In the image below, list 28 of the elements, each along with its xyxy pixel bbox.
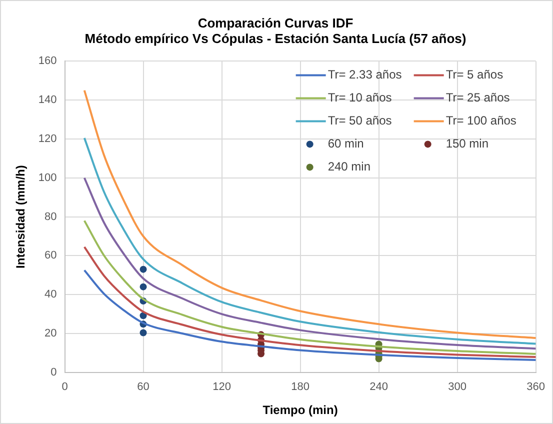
y-tick-label: 0 <box>50 366 57 378</box>
chart-title: Comparación Curvas IDF Método empírico Vs Cópulas - Estación Santa Lucía (57 años) <box>84 15 466 46</box>
legend-label: 240 min <box>328 160 371 174</box>
y-tick-label: 60 <box>44 250 57 262</box>
x-tick-label: 300 <box>448 381 466 394</box>
y-tick-label: 120 <box>38 133 57 146</box>
x-tick-label: 60 <box>137 381 150 394</box>
x-tick-label: 240 <box>370 381 388 394</box>
x-axis-title: Tiempo (min) <box>262 403 338 418</box>
y-tick-label: 40 <box>44 288 57 301</box>
legend-label: Tr= 2.33 años <box>328 68 402 82</box>
legend-label: 150 min <box>446 136 489 151</box>
y-axis-title: Intensidad (mm/h) <box>14 165 28 268</box>
x-tick-label: 120 <box>212 381 231 394</box>
x-tick-label: 0 <box>62 381 68 394</box>
legend-label: Tr= 100 años <box>446 114 516 128</box>
y-tick-label: 100 <box>38 172 57 184</box>
y-tick-label: 20 <box>44 328 57 340</box>
legend-label: Tr= 50 años <box>328 114 392 128</box>
y-tick-label: 160 <box>38 55 57 68</box>
x-tick-label: 360 <box>526 381 546 394</box>
legend-label: Tr= 10 años <box>328 90 392 105</box>
legend-label: Tr= 5 años <box>446 68 504 82</box>
y-tick-label: 140 <box>38 94 57 106</box>
x-tick-label: 180 <box>291 381 310 394</box>
legend-label: 60 min <box>328 136 364 151</box>
y-tick-label: 80 <box>44 210 57 223</box>
legend-label: Tr= 25 años <box>446 90 510 105</box>
